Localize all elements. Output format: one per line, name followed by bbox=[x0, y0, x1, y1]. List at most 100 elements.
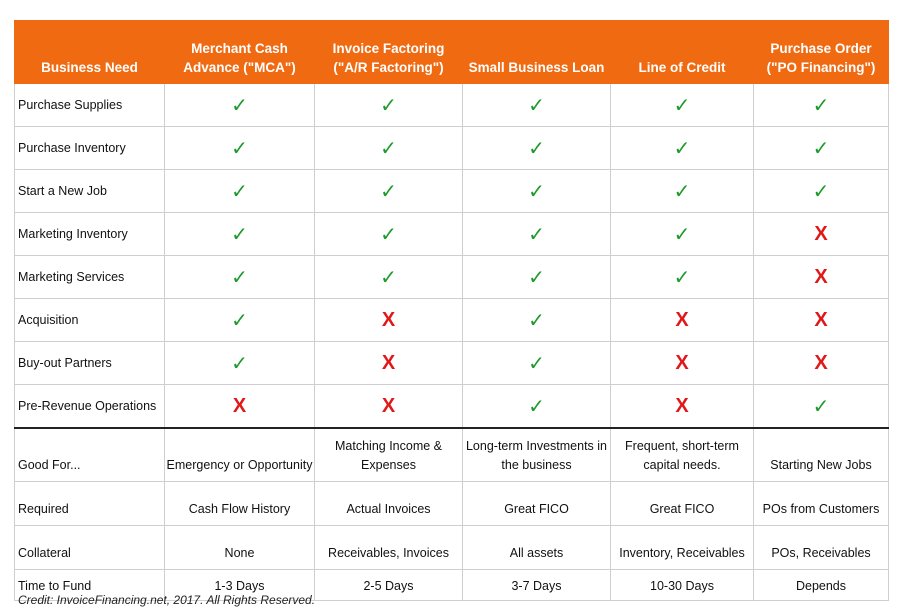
cell: Emergency or Opportunity bbox=[164, 427, 315, 482]
status-mark: X bbox=[164, 384, 315, 429]
row-label: Marketing Inventory bbox=[14, 212, 165, 256]
table-row: Required Cash Flow History Actual Invoices… bbox=[14, 481, 889, 526]
cell: Great FICO bbox=[610, 481, 754, 526]
status-mark: X bbox=[753, 212, 889, 256]
header-cell: Line of Credit bbox=[610, 20, 754, 84]
header-line: Line of Credit bbox=[638, 60, 726, 75]
row-label: Marketing Services bbox=[14, 255, 165, 299]
header-line: ("A/R Factoring") bbox=[333, 60, 444, 75]
cell: 2-5 Days bbox=[314, 569, 463, 601]
status-mark: ✓ bbox=[462, 341, 611, 385]
table-row: Purchase Inventory ✓ ✓ ✓ ✓ ✓ bbox=[14, 126, 889, 170]
cell: Inventory, Receivables bbox=[610, 525, 754, 570]
row-label: Good For... bbox=[14, 427, 165, 482]
row-label: Acquisition bbox=[14, 298, 165, 342]
cell: Long-term Investments in the business bbox=[462, 427, 611, 482]
status-mark: ✓ bbox=[314, 212, 463, 256]
row-label: Collateral bbox=[14, 525, 165, 570]
table-row: Purchase Supplies ✓ ✓ ✓ ✓ ✓ bbox=[14, 83, 889, 127]
status-mark: ✓ bbox=[164, 341, 315, 385]
comparison-table: Business Need Merchant Cash Advance ("MCA"… bbox=[14, 20, 889, 601]
status-mark: ✓ bbox=[462, 169, 611, 213]
status-mark: ✓ bbox=[610, 255, 754, 299]
header-cell: Invoice Factoring ("A/R Factoring") bbox=[314, 20, 463, 84]
status-mark: ✓ bbox=[462, 384, 611, 429]
status-mark: ✓ bbox=[610, 212, 754, 256]
cell: 3-7 Days bbox=[462, 569, 611, 601]
cell: Cash Flow History bbox=[164, 481, 315, 526]
status-mark: ✓ bbox=[314, 126, 463, 170]
status-mark: X bbox=[610, 384, 754, 429]
status-mark: ✓ bbox=[610, 169, 754, 213]
status-mark: ✓ bbox=[164, 83, 315, 127]
status-mark: ✓ bbox=[314, 83, 463, 127]
table-row: Buy-out Partners ✓ X ✓ X X bbox=[14, 341, 889, 385]
status-mark: X bbox=[610, 298, 754, 342]
header-line: Invoice Factoring bbox=[332, 41, 445, 56]
table-wrap: Business Need Merchant Cash Advance ("MCA"… bbox=[14, 20, 889, 601]
header-line: Purchase Order bbox=[770, 41, 872, 56]
cell: 1-3 Days bbox=[164, 569, 315, 601]
row-label: Time to Fund bbox=[14, 569, 165, 601]
cell: None bbox=[164, 525, 315, 570]
status-mark: ✓ bbox=[164, 126, 315, 170]
row-label: Purchase Inventory bbox=[14, 126, 165, 170]
row-label: Required bbox=[14, 481, 165, 526]
status-mark: ✓ bbox=[164, 255, 315, 299]
table-row: Pre-Revenue Operations X X ✓ X ✓ bbox=[14, 384, 889, 429]
status-mark: ✓ bbox=[314, 169, 463, 213]
header-cell: Small Business Loan bbox=[462, 20, 611, 84]
status-mark: X bbox=[753, 255, 889, 299]
status-mark: ✓ bbox=[462, 298, 611, 342]
header-line: Advance ("MCA") bbox=[183, 60, 296, 75]
status-mark: ✓ bbox=[462, 212, 611, 256]
cell: Great FICO bbox=[462, 481, 611, 526]
row-label: Start a New Job bbox=[14, 169, 165, 213]
header-cell: Merchant Cash Advance ("MCA") bbox=[164, 20, 315, 84]
status-mark: X bbox=[314, 384, 463, 429]
cell: Actual Invoices bbox=[314, 481, 463, 526]
status-mark: X bbox=[753, 298, 889, 342]
status-mark: ✓ bbox=[462, 83, 611, 127]
credit: Credit: InvoiceFinancing.net, 2017. All … bbox=[18, 593, 316, 607]
header-cell: Purchase Order ("PO Financing") bbox=[753, 20, 889, 84]
status-mark: X bbox=[314, 341, 463, 385]
table-row: Good For... Emergency or Opportunity Match… bbox=[14, 427, 889, 482]
cell: Starting New Jobs bbox=[753, 427, 889, 482]
header-line: Small Business Loan bbox=[468, 60, 605, 75]
header-row: Business Need Merchant Cash Advance ("MCA"… bbox=[14, 20, 889, 84]
status-mark: ✓ bbox=[610, 83, 754, 127]
status-mark: ✓ bbox=[164, 169, 315, 213]
header-line: ("PO Financing") bbox=[766, 60, 876, 75]
status-mark: ✓ bbox=[753, 169, 889, 213]
table-row: Time to Fund 1-3 Days 2-5 Days 3-7 Days 10-3… bbox=[14, 569, 889, 601]
status-mark: ✓ bbox=[462, 255, 611, 299]
status-mark: ✓ bbox=[753, 83, 889, 127]
status-mark: ✓ bbox=[164, 212, 315, 256]
status-mark: X bbox=[753, 341, 889, 385]
status-mark: X bbox=[314, 298, 463, 342]
status-mark: X bbox=[610, 341, 754, 385]
cell: POs from Customers bbox=[753, 481, 889, 526]
status-mark: ✓ bbox=[462, 126, 611, 170]
table-row: Start a New Job ✓ ✓ ✓ ✓ ✓ bbox=[14, 169, 889, 213]
row-label: Buy-out Partners bbox=[14, 341, 165, 385]
cell: 10-30 Days bbox=[610, 569, 754, 601]
table-row: Marketing Inventory ✓ ✓ ✓ ✓ X bbox=[14, 212, 889, 256]
header-cell: Business Need bbox=[14, 20, 165, 84]
status-mark: ✓ bbox=[753, 384, 889, 429]
row-label: Purchase Supplies bbox=[14, 83, 165, 127]
status-mark: ✓ bbox=[164, 298, 315, 342]
cell: Frequent, short-term capital needs. bbox=[610, 427, 754, 482]
header-line: Business Need bbox=[41, 60, 138, 75]
cell: Matching Income & Expenses bbox=[314, 427, 463, 482]
status-mark: ✓ bbox=[753, 126, 889, 170]
row-label: Pre-Revenue Operations bbox=[14, 384, 165, 429]
cell: POs, Receivables bbox=[753, 525, 889, 570]
table-row: Collateral None Receivables, Invoices All a… bbox=[14, 525, 889, 570]
table-row: Acquisition ✓ X ✓ X X bbox=[14, 298, 889, 342]
header-line: Merchant Cash bbox=[191, 41, 288, 56]
table-row: Marketing Services ✓ ✓ ✓ ✓ X bbox=[14, 255, 889, 299]
status-mark: ✓ bbox=[610, 126, 754, 170]
